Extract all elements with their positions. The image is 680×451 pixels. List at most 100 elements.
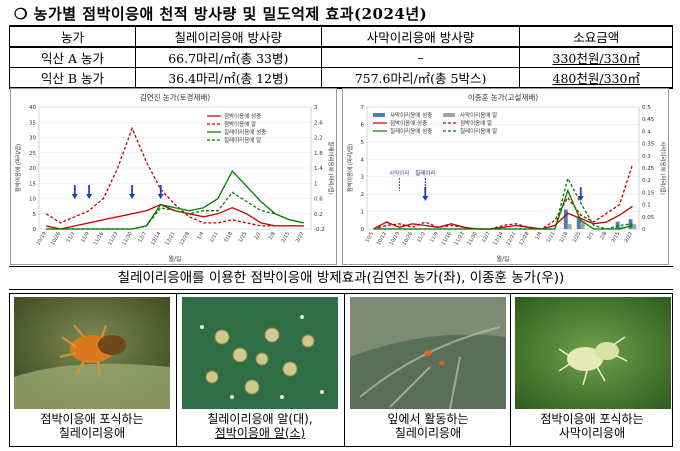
photo-divider: [176, 294, 177, 446]
x-tick-label: 2/15: [280, 231, 291, 244]
photo-chile-mite-eating: [14, 297, 170, 409]
y2-tick-label: 2.6: [314, 120, 323, 126]
x-tick-label: 10/26: [402, 231, 414, 246]
y2-tick-label: 0.2: [642, 178, 651, 184]
x-axis-label: 월/일: [168, 255, 181, 263]
leaf-photo-image: [350, 297, 506, 409]
x-tick-label: 12/14: [150, 231, 162, 246]
series-line: [46, 169, 304, 230]
legend-label: 점박이응애 알: [460, 119, 492, 127]
x-tick-label: 2/22: [623, 231, 634, 244]
x-tick-label: 1/18: [223, 231, 234, 244]
y-tick-label: 30: [29, 136, 36, 142]
cell-farm: 익산 B 농가: [9, 67, 136, 89]
photo-caption-1: 점박이응애 포식하는 칠레이리응애: [40, 412, 144, 440]
table-header-row: 농가 칠레이리응애 방사량 사막이리응애 방사량 소요금액: [9, 25, 673, 48]
x-tick-label: 12/28: [518, 231, 530, 246]
y-tick-label: 5: [361, 140, 365, 146]
bar: [615, 221, 620, 229]
x-tick-label: 12/28: [179, 231, 191, 246]
x-tick-label: 12/21: [505, 231, 517, 246]
x-tick-label: 10/19: [389, 231, 401, 246]
photo-desert-mite: [515, 297, 671, 409]
x-tick-label: 1/25: [572, 231, 583, 244]
cell-chile-mite: 36.4마리/㎡(총 12병): [134, 67, 322, 89]
x-tick-label: 11/2: [416, 231, 427, 244]
series-line: [373, 164, 634, 230]
annotation-label: 사막이리: [389, 169, 409, 177]
photo-eggs: [182, 297, 338, 409]
x-tick-label: 12/21: [164, 231, 176, 246]
y2-tick-label: 1: [314, 181, 318, 187]
y-tick-label: 5: [33, 212, 37, 218]
series-line: [45, 126, 304, 227]
y2-tick-label: 0.2: [314, 212, 323, 218]
release-arrow-head: [86, 194, 93, 199]
release-arrow-head: [129, 194, 136, 199]
y-tick-label: 20: [29, 166, 36, 172]
eggs-photo-image: [182, 297, 338, 409]
y-tick-label: 25: [29, 151, 36, 157]
y2-tick-label: 0.1: [642, 203, 651, 209]
y2-tick-label: 0.3: [642, 154, 651, 160]
x-tick-label: 1/11: [209, 231, 220, 244]
photo-caption-2: 칠레이리응애 알(대), 점박이응애 알(소): [207, 412, 313, 440]
x-tick-label: 11/23: [453, 231, 465, 246]
x-tick-label: 1/11: [546, 231, 557, 244]
x-tick-label: 12/14: [492, 231, 504, 246]
y2-axis-label: 사막이리응애 (마리/엽): [659, 141, 667, 194]
x-tick-label: 10/26: [50, 231, 62, 246]
x-tick-label: 11/30: [121, 231, 133, 246]
table-row: 익산 B 농가 36.4마리/㎡(총 12병) 757.6마리/㎡(총 5박스)…: [9, 67, 673, 89]
bar: [580, 221, 585, 229]
release-arrow-head: [71, 194, 78, 199]
series-line: [46, 191, 304, 230]
y2-tick-label: 1.4: [314, 166, 323, 172]
x-axis-label: 월/일: [496, 255, 509, 263]
x-tick-label: 2/8: [268, 231, 277, 241]
chart-lee-farm: 이종훈 농가(고설재배) 0 1 2 3 4 5 6 7 0 0.05 0.1 0.15 0.2 0.25 0…: [346, 92, 667, 263]
release-arrow-head: [422, 196, 429, 201]
x-tick-label: 2/15: [610, 231, 621, 244]
photo-on-leaf: [350, 297, 506, 409]
x-tick-label: 10/19: [35, 231, 47, 246]
y-tick-label: 40: [29, 105, 36, 111]
photo-divider: [510, 294, 511, 446]
y-tick-label: 0: [361, 227, 365, 233]
x-tick-label: 12/7: [481, 231, 492, 244]
y-tick-label: 2: [361, 192, 365, 198]
cell-desert-mite: –: [320, 46, 521, 68]
y2-tick-label: 0.5: [642, 105, 651, 111]
legend-label: 칠레이리응애 성충: [224, 128, 266, 136]
bar: [632, 224, 637, 229]
legend-label: 칠레이리응애 성충: [390, 127, 432, 135]
y-tick-label: 35: [29, 120, 36, 126]
y2-tick-label: 0.45: [642, 117, 655, 123]
header-cost: 소요금액: [519, 25, 673, 48]
header-desert-mite: 사막이리응애 방사량: [320, 25, 521, 48]
x-tick-label: 12/7: [137, 231, 148, 244]
bar: [576, 216, 581, 229]
header-chile-mite: 칠레이리응애 방사량: [134, 25, 322, 48]
legend-label: 사막이리응애 알: [460, 111, 497, 119]
legend-label: 점박이응애 알: [224, 120, 256, 128]
legend-swatch: [443, 113, 455, 117]
legend-label: 칠레이리응애 알: [460, 127, 497, 135]
mite-photo-image: [14, 297, 170, 409]
release-arrow-head: [577, 196, 584, 201]
y-tick-label: 4: [361, 157, 365, 163]
cell-chile-mite: 66.7마리/㎡(총 33병): [134, 46, 322, 68]
legend-label: 점박이응애 성충: [224, 112, 261, 120]
x-tick-label: 11/9: [429, 231, 440, 244]
photo-caption-4: 점박이응애 포식하는 사막이리응애: [540, 412, 644, 440]
x-tick-label: 2/8: [599, 231, 608, 241]
x-tick-label: 11/9: [80, 231, 91, 244]
release-table: 농가 칠레이리응애 방사량 사막이리응애 방사량 소요금액 익산 A 농가 66…: [9, 25, 673, 89]
y2-axis-label: 칠레이리응애 (마리/엽): [327, 141, 335, 194]
photo-divider: [344, 294, 345, 446]
y-tick-label: 1: [361, 210, 365, 216]
y-tick-label: 3: [361, 175, 365, 181]
series-line: [373, 188, 633, 230]
bar: [563, 209, 568, 229]
